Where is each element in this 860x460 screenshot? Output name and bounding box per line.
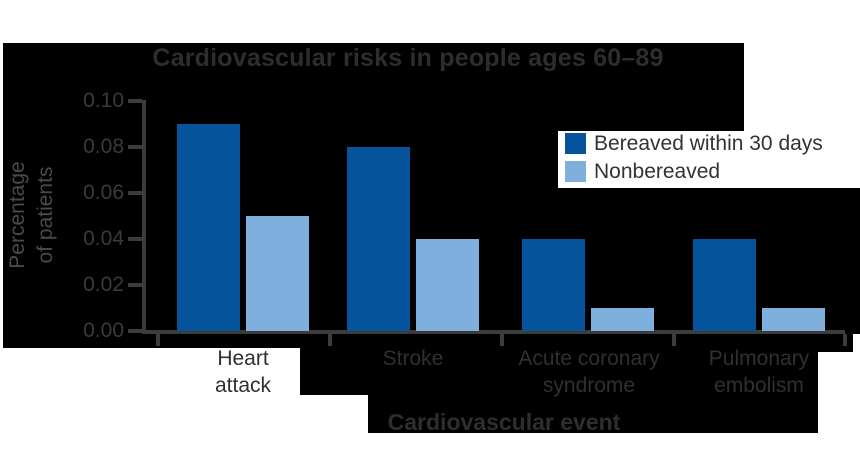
black-background-region xyxy=(300,334,368,395)
x-tick-mark xyxy=(500,334,504,346)
y-tick-mark xyxy=(128,99,142,103)
legend-swatch-bereaved xyxy=(565,133,586,154)
y-axis-line xyxy=(142,100,146,334)
y-tick-label: 0.08 xyxy=(83,135,124,158)
bar-nonbereaved xyxy=(246,216,309,331)
chart-title: Cardiovascular risks in people ages 60–8… xyxy=(152,44,664,72)
x-tick-mark xyxy=(672,334,676,346)
bar-nonbereaved xyxy=(762,308,825,331)
x-tick-mark xyxy=(843,334,847,346)
x-tick-mark xyxy=(328,334,332,346)
legend-label-bereaved: Bereaved within 30 days xyxy=(594,132,823,155)
x-category-label: Stroke xyxy=(382,347,444,370)
black-background-region xyxy=(3,131,558,188)
y-tick-label: 0.06 xyxy=(83,181,124,204)
bar-bereaved xyxy=(693,239,756,331)
y-tick-label: 0.04 xyxy=(83,227,124,250)
bar-bereaved xyxy=(522,239,585,331)
bar-nonbereaved xyxy=(416,239,479,331)
y-tick-mark xyxy=(128,191,142,195)
x-category-label: Acute coronary syndrome xyxy=(518,347,660,397)
y-tick-label: 0.10 xyxy=(83,89,124,112)
x-axis-title: Cardiovascular event xyxy=(387,409,621,435)
y-tick-label: 0.00 xyxy=(83,319,124,342)
y-tick-mark xyxy=(128,329,142,333)
y-tick-mark xyxy=(128,283,142,287)
x-category-label: Pulmonary embolism xyxy=(708,347,810,397)
x-category-label: Heart attack xyxy=(214,347,272,397)
legend-swatch-nonbereaved xyxy=(565,161,586,182)
y-tick-label: 0.02 xyxy=(83,273,124,296)
x-axis-line xyxy=(142,330,845,334)
bar-nonbereaved xyxy=(591,308,654,331)
bar-bereaved xyxy=(347,147,410,331)
y-axis-title-line1: Percentage xyxy=(6,161,29,269)
black-background-region xyxy=(368,334,818,433)
y-tick-mark xyxy=(128,145,142,149)
y-tick-mark xyxy=(128,237,142,241)
black-background-region xyxy=(3,334,300,348)
x-tick-mark xyxy=(156,334,160,346)
legend-label-nonbereaved: Nonbereaved xyxy=(594,160,721,183)
black-background-region xyxy=(3,43,744,131)
bar-bereaved xyxy=(177,124,240,331)
